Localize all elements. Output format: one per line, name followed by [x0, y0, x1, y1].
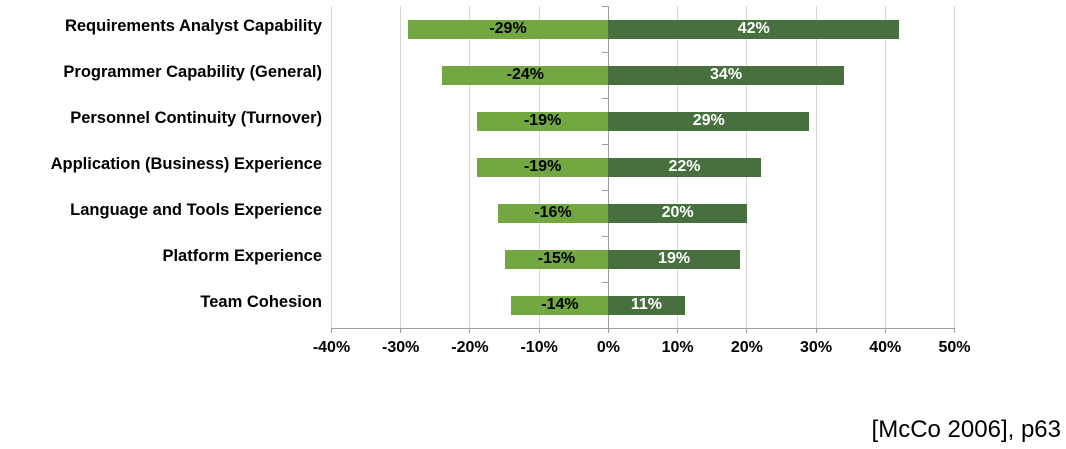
value-axis-tick — [331, 328, 332, 333]
value-axis-tick — [746, 328, 748, 333]
bar-value-positive: 11% — [630, 296, 663, 314]
category-axis-tick — [601, 143, 608, 145]
value-axis-label: 40% — [869, 339, 902, 356]
gridline — [469, 6, 471, 329]
bar-value-negative: -14% — [541, 296, 579, 314]
gridline — [954, 6, 955, 329]
bar-positive: 42% — [608, 19, 900, 39]
category-axis-tick — [601, 5, 608, 7]
category-label: Requirements Analyst Capability — [64, 17, 322, 36]
value-axis-label: 50% — [938, 339, 971, 356]
bar-value-negative: -19% — [523, 112, 562, 130]
bar-positive: 11% — [608, 295, 685, 315]
category-label: Application (Business) Experience — [50, 155, 322, 174]
bar-value-negative: -15% — [537, 250, 576, 268]
category-axis-tick — [601, 97, 608, 99]
bar-value-negative: -19% — [523, 158, 562, 176]
value-axis-label: -30% — [382, 339, 420, 356]
value-axis-label: 10% — [661, 339, 694, 356]
bar-negative: -16% — [497, 203, 609, 223]
value-axis-label: 0% — [596, 339, 620, 356]
category-label: Platform Experience — [162, 247, 322, 266]
bar-negative: -15% — [504, 249, 609, 269]
category-axis-tick — [601, 189, 608, 191]
bar-value-positive: 42% — [737, 20, 770, 38]
value-axis-tick — [815, 328, 817, 333]
bar-positive: 19% — [608, 249, 740, 269]
value-axis-tick — [469, 328, 471, 333]
category-label: Team Cohesion — [200, 293, 322, 312]
bar-positive: 22% — [608, 157, 761, 177]
bar-value-positive: 19% — [658, 250, 691, 268]
value-axis-tick — [538, 328, 540, 333]
value-axis-tick — [954, 328, 955, 333]
bar-value-positive: 22% — [668, 158, 701, 176]
value-axis-tick — [400, 328, 402, 333]
bar-negative: -24% — [442, 65, 609, 85]
bar-negative: -29% — [407, 19, 609, 39]
bar-value-positive: 34% — [710, 66, 743, 84]
value-axis-tick — [677, 328, 679, 333]
bar-positive: 20% — [608, 203, 747, 223]
value-axis-tick — [884, 328, 886, 333]
category-axis-tick — [601, 51, 608, 53]
citation-text: [McCo 2006], p63 — [871, 416, 1061, 443]
category-axis-tick — [601, 235, 608, 237]
value-axis-line — [331, 328, 955, 329]
bar-negative: -19% — [476, 157, 609, 177]
value-axis-label: 20% — [730, 339, 763, 356]
bar-value-negative: -29% — [489, 20, 527, 38]
category-label: Personnel Continuity (Turnover) — [70, 109, 322, 128]
bar-value-positive: 29% — [692, 112, 725, 130]
category-label: Language and Tools Experience — [70, 201, 322, 220]
value-axis-label: -10% — [520, 339, 558, 356]
bar-value-negative: -24% — [506, 66, 544, 84]
category-label: Programmer Capability (General) — [63, 63, 322, 82]
gridline — [815, 6, 817, 329]
gridline — [400, 6, 402, 329]
bar-positive: 29% — [608, 111, 810, 131]
bar-value-negative: -16% — [534, 204, 572, 222]
value-axis-tick — [607, 328, 609, 333]
gridline — [884, 6, 886, 329]
bar-negative: -19% — [476, 111, 609, 131]
bar-positive: 34% — [608, 65, 844, 85]
value-axis-label: -40% — [312, 339, 351, 356]
gridline — [331, 6, 332, 329]
value-axis-label: -20% — [451, 339, 489, 356]
bar-negative: -14% — [511, 295, 609, 315]
category-axis-tick — [601, 281, 608, 283]
bar-value-positive: 20% — [661, 204, 694, 222]
value-axis-label: 30% — [800, 339, 833, 356]
